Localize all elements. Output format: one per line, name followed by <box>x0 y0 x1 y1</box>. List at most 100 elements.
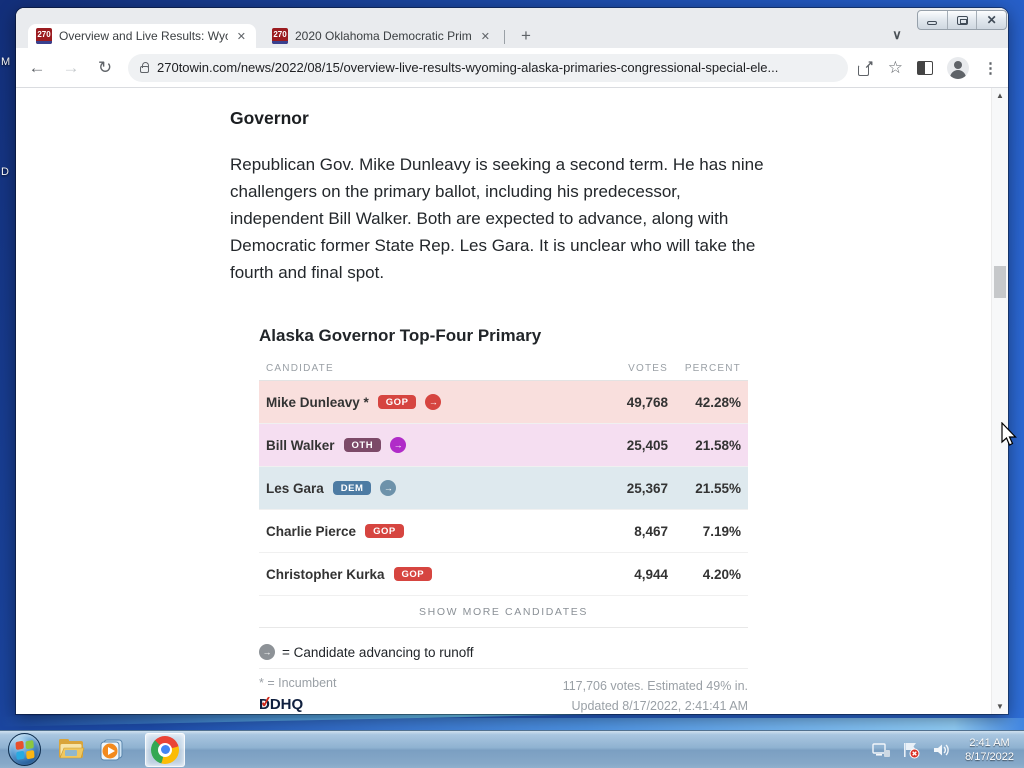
reload-button[interactable]: ↻ <box>97 57 113 77</box>
taskbar-explorer-button[interactable] <box>51 733 91 767</box>
results-table: CANDIDATE VOTES PERCENT Mike Dunleavy * … <box>259 356 748 714</box>
tab-overview-live-results[interactable]: 270 Overview and Live Results: Wyom ✕ <box>28 24 256 48</box>
side-panel-icon[interactable] <box>917 60 933 75</box>
table-row: Les Gara DEM → 25,367 21.55% <box>259 467 748 510</box>
vertical-scrollbar[interactable]: ▲ ▼ <box>991 88 1008 714</box>
close-tab-icon[interactable]: ✕ <box>236 30 246 43</box>
candidate-name: Bill Walker <box>266 437 335 453</box>
minimize-icon <box>927 21 938 25</box>
table-row: Charlie Pierce GOP 8,467 7.19% <box>259 510 748 553</box>
share-icon[interactable]: ↗ <box>857 58 874 76</box>
close-icon: ✕ <box>986 13 997 27</box>
percent-value: 7.19% <box>702 523 741 539</box>
minimize-button[interactable] <box>918 11 948 29</box>
clock-date: 8/17/2022 <box>965 750 1014 763</box>
profile-avatar[interactable] <box>947 56 969 79</box>
close-button[interactable]: ✕ <box>977 11 1006 29</box>
scroll-down-icon[interactable]: ▼ <box>996 702 1004 711</box>
forward-button[interactable]: → <box>62 57 80 77</box>
scrollbar-thumb[interactable] <box>994 266 1006 298</box>
legend-advancing: → = Candidate advancing to runoff <box>259 638 748 669</box>
chevron-down-icon[interactable]: ∨ <box>892 27 902 42</box>
advancing-arrow-icon: → <box>390 437 407 453</box>
new-tab-button[interactable]: + <box>521 26 531 45</box>
col-votes: VOTES <box>628 362 668 374</box>
ddhq-text: DDHQ <box>259 696 304 713</box>
menu-dots-icon[interactable]: ⋮ <box>983 59 998 77</box>
desktop-icon-label: D <box>1 166 9 178</box>
tab-strip: 270 Overview and Live Results: Wyom ✕ 27… <box>16 8 1008 48</box>
window-controls: ✕ <box>917 10 1007 30</box>
taskbar-mediaplayer-button[interactable] <box>91 733 131 767</box>
volume-icon[interactable] <box>931 741 951 759</box>
media-player-icon <box>100 739 123 760</box>
table-header: CANDIDATE VOTES PERCENT <box>259 356 748 381</box>
legend-incumbent: * = Incumbent <box>259 676 337 690</box>
address-bar[interactable]: 270towin.com/news/2022/08/15/overview-li… <box>128 53 848 82</box>
percent-value: 21.55% <box>695 480 741 496</box>
percent-value: 42.28% <box>695 394 741 410</box>
close-tab-icon[interactable]: ✕ <box>480 30 490 43</box>
url-text: 270towin.com/news/2022/08/15/overview-li… <box>157 60 779 75</box>
browser-window: 270 Overview and Live Results: Wyom ✕ 27… <box>16 8 1008 714</box>
tab-title: 2020 Oklahoma Democratic Prim <box>295 29 472 43</box>
col-candidate: CANDIDATE <box>266 362 334 374</box>
candidate-name: Mike Dunleavy * <box>266 394 369 410</box>
advancing-arrow-icon: → <box>425 394 442 410</box>
mouse-cursor <box>1001 422 1017 446</box>
270towin-favicon: 270 <box>272 28 288 44</box>
table-row: Bill Walker OTH → 25,405 21.58% <box>259 424 748 467</box>
page-viewport: Governor Republican Gov. Mike Dunleavy i… <box>16 88 991 714</box>
tab-oklahoma-primary[interactable]: 270 2020 Oklahoma Democratic Prim ✕ <box>264 24 500 48</box>
taskbar-chrome-button[interactable] <box>145 732 185 767</box>
taskbar: 2:41 AM 8/17/2022 <box>0 730 1024 768</box>
start-button[interactable] <box>8 733 41 766</box>
maximize-icon <box>956 15 968 25</box>
tab-title: Overview and Live Results: Wyom <box>59 29 228 43</box>
browser-toolbar: ← → ↻ 270towin.com/news/2022/08/15/overv… <box>16 48 1008 88</box>
vote-total-status: 117,706 votes. Estimated 49% in. <box>562 679 748 693</box>
votes-value: 4,944 <box>634 566 668 582</box>
ddhq-logo[interactable]: ✓ DDHQ <box>259 693 311 713</box>
maximize-button[interactable] <box>948 11 978 29</box>
tab-divider <box>504 30 505 44</box>
share-arrow: ↗ <box>864 58 874 71</box>
folder-icon <box>59 738 85 758</box>
table-row: Mike Dunleavy * GOP → 49,768 42.28% <box>259 381 748 424</box>
candidate-name: Christopher Kurka <box>266 566 385 582</box>
show-more-candidates-button[interactable]: SHOW MORE CANDIDATES <box>259 596 748 628</box>
taskbar-clock[interactable]: 2:41 AM 8/17/2022 <box>961 736 1014 764</box>
clock-time: 2:41 AM <box>969 736 1010 749</box>
table-row: Christopher Kurka GOP 4,944 4.20% <box>259 553 748 596</box>
check-icon: ✓ <box>258 693 274 712</box>
votes-value: 8,467 <box>634 523 668 539</box>
updated-timestamp: Updated 8/17/2022, 2:41:41 AM <box>571 699 748 713</box>
party-badge: OTH <box>343 437 382 453</box>
col-percent: PERCENT <box>684 362 741 374</box>
widget-title: Alaska Governor Top-Four Primary <box>259 326 542 345</box>
candidate-name: Charlie Pierce <box>266 523 357 539</box>
votes-value: 49,768 <box>626 394 668 410</box>
party-badge: GOP <box>377 394 417 410</box>
bookmark-star-icon[interactable]: ☆ <box>887 58 903 77</box>
action-center-flag-icon[interactable] <box>901 741 921 759</box>
percent-value: 4.20% <box>702 566 741 582</box>
share-box <box>857 64 869 76</box>
advancing-arrow-icon: → <box>259 644 275 660</box>
scroll-up-icon[interactable]: ▲ <box>996 91 1004 100</box>
votes-value: 25,405 <box>626 437 668 453</box>
chrome-icon <box>151 735 179 764</box>
legend-text: = Candidate advancing to runoff <box>282 644 474 660</box>
party-badge: GOP <box>393 566 433 582</box>
back-button[interactable]: ← <box>28 57 46 77</box>
party-badge: GOP <box>365 523 404 539</box>
votes-value: 25,367 <box>626 480 668 496</box>
desktop-icon-label: M <box>1 56 11 68</box>
candidate-name: Les Gara <box>266 480 324 496</box>
network-icon[interactable] <box>871 741 891 759</box>
party-badge: DEM <box>332 480 372 496</box>
advancing-arrow-icon: → <box>380 480 397 496</box>
article-paragraph: Republican Gov. Mike Dunleavy is seeking… <box>230 155 764 282</box>
windows-logo-icon <box>15 739 35 761</box>
270towin-favicon: 270 <box>36 28 52 44</box>
